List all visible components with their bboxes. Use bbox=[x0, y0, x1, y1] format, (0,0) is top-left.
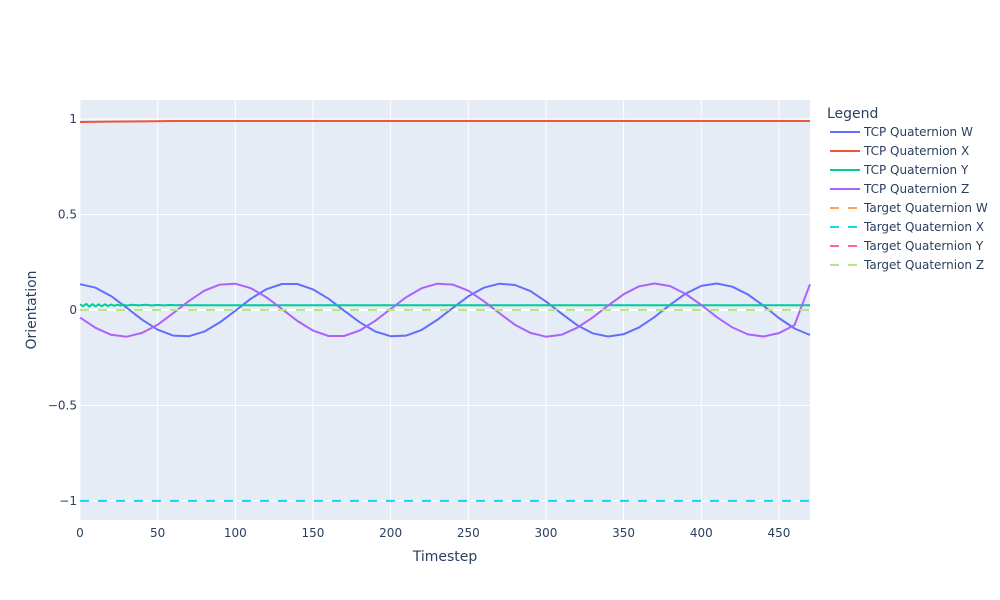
x-axis-ticks: 0 50 100 150 200 250 300 350 400 450 bbox=[76, 526, 790, 540]
legend-item-label: TCP Quaternion Y bbox=[863, 163, 969, 177]
legend-item-label: TCP Quaternion X bbox=[863, 144, 969, 158]
legend-item-label: Target Quaternion Y bbox=[863, 239, 984, 253]
x-tick-label: 0 bbox=[76, 526, 84, 540]
y-tick-label: −0.5 bbox=[48, 398, 77, 412]
y-axis-title: Orientation bbox=[24, 270, 40, 349]
y-tick-label: 0 bbox=[69, 303, 77, 317]
series-line-tcp-quaternion-x bbox=[79, 120, 810, 123]
x-axis-title: Timestep bbox=[412, 549, 478, 565]
legend-item-label: Target Quaternion W bbox=[863, 201, 988, 215]
x-tick-label: 250 bbox=[457, 526, 480, 540]
x-tick-label: 50 bbox=[150, 526, 165, 540]
x-tick-label: 350 bbox=[612, 526, 635, 540]
series-line-tcp-quaternion-z bbox=[79, 282, 811, 338]
legend-item-label: Target Quaternion X bbox=[863, 220, 984, 234]
legend: Legend TCP Quaternion W TCP Quaternion X T… bbox=[827, 106, 988, 272]
legend-title: Legend bbox=[827, 106, 878, 122]
series-line-tcp-quaternion-w bbox=[79, 282, 811, 338]
legend-item-label: TCP Quaternion W bbox=[863, 125, 973, 139]
x-tick-label: 300 bbox=[535, 526, 558, 540]
series-line-tcp-quaternion-y bbox=[79, 302, 810, 308]
y-axis-ticks: −1 −0.5 0 0.5 1 bbox=[48, 112, 77, 508]
legend-item-label: Target Quaternion Z bbox=[863, 258, 984, 272]
x-tick-label: 200 bbox=[379, 526, 402, 540]
legend-item-label: TCP Quaternion Z bbox=[863, 182, 969, 196]
x-tick-label: 150 bbox=[302, 526, 325, 540]
x-tick-label: 400 bbox=[690, 526, 713, 540]
y-tick-label: −1 bbox=[59, 494, 77, 508]
series-layer bbox=[79, 120, 811, 502]
x-tick-label: 450 bbox=[767, 526, 790, 540]
x-tick-label: 100 bbox=[224, 526, 247, 540]
y-tick-label: 0.5 bbox=[58, 208, 77, 222]
y-tick-label: 1 bbox=[69, 112, 77, 126]
